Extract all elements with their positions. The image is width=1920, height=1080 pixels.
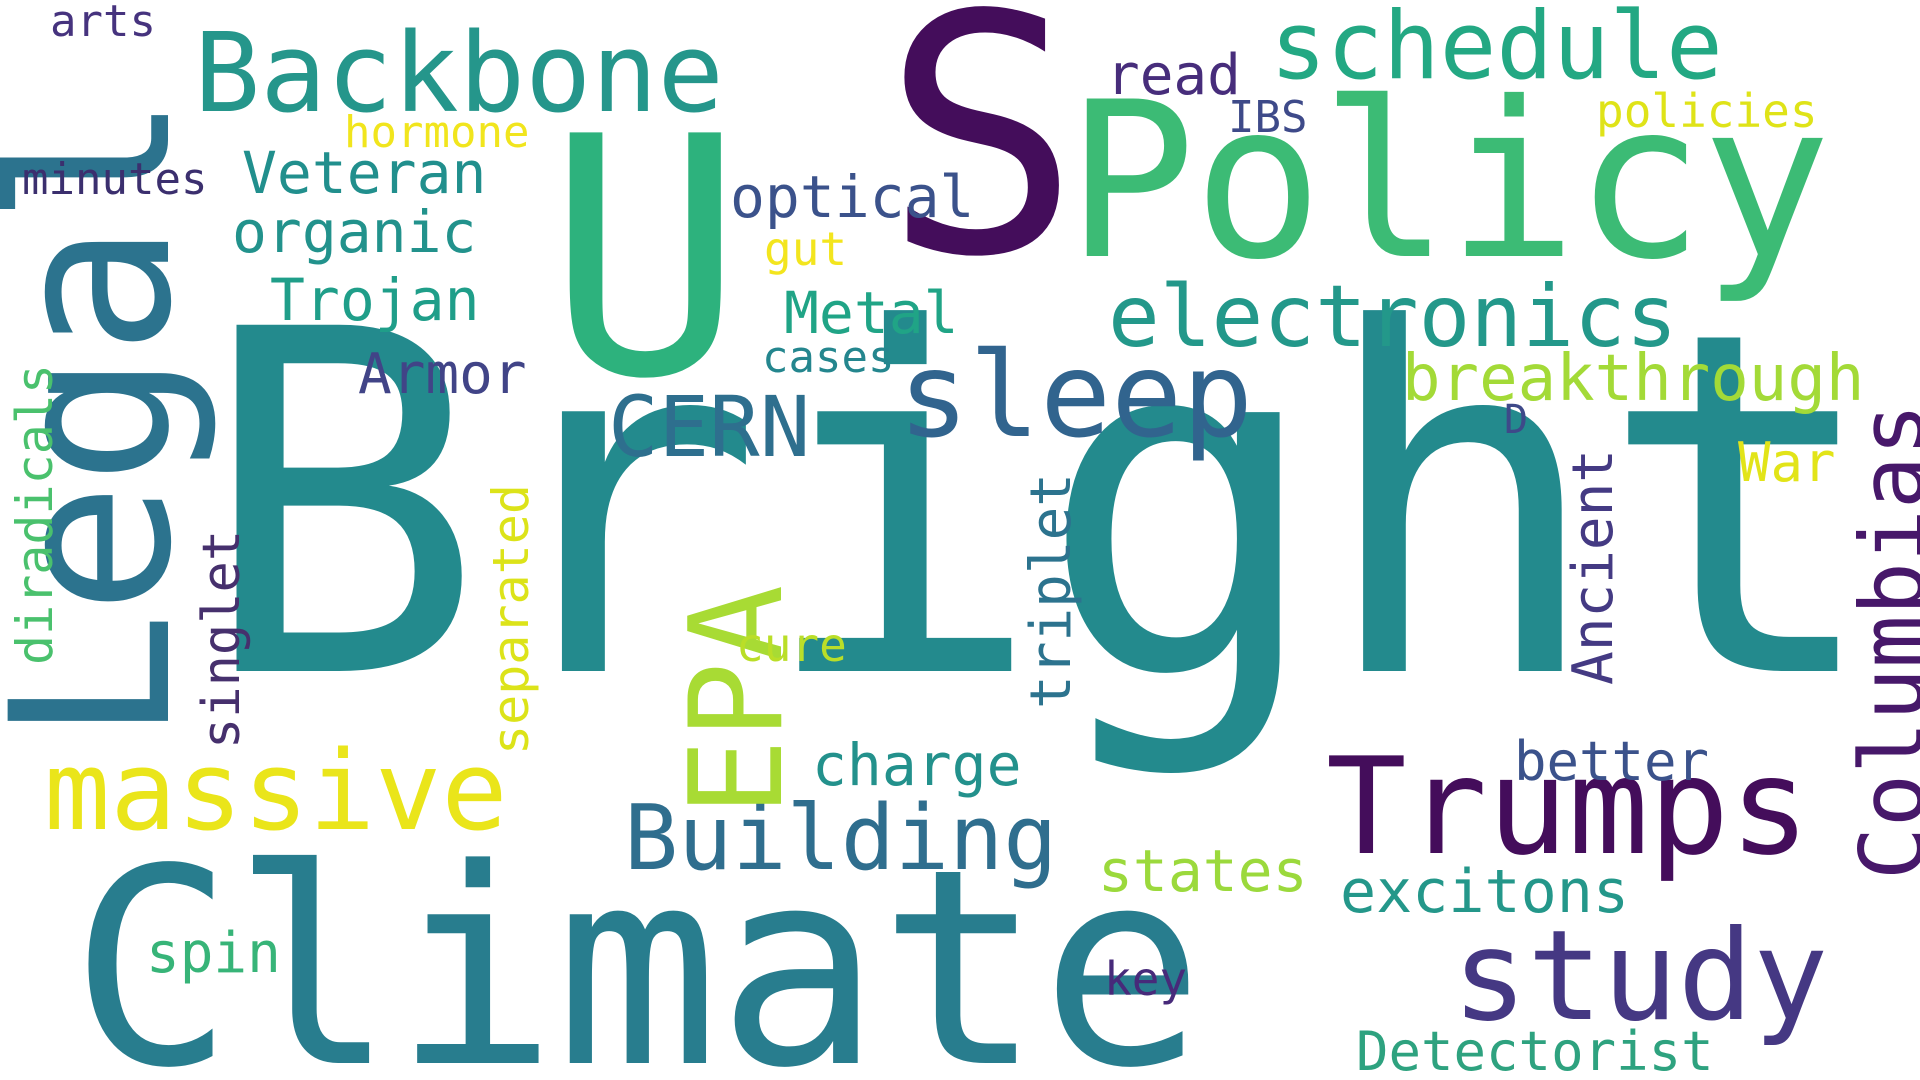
word-u: U — [546, 67, 745, 451]
word-gut: gut — [764, 222, 848, 276]
word-bright: Bright — [198, 231, 1884, 784]
word-backbone: Backbone — [194, 9, 724, 137]
word-arts: arts — [50, 0, 156, 47]
word-massive: massive — [44, 727, 508, 855]
word-study: study — [1452, 904, 1829, 1049]
word-singlet: singlet — [192, 529, 252, 749]
word-minutes: minutes — [22, 154, 208, 205]
word-climate: Climate — [70, 812, 1204, 1080]
word-triplet: triplet — [1019, 472, 1084, 709]
word-breakthrough: breakthrough — [1402, 342, 1865, 416]
word-hormone: hormone — [344, 107, 530, 158]
word-trojan: Trojan — [270, 266, 480, 334]
word-excitons: excitons — [1340, 857, 1629, 927]
word-electronics: electronics — [1108, 267, 1678, 367]
word-spin: spin — [146, 921, 281, 986]
word-schedule: schedule — [1270, 0, 1723, 101]
word-war: War — [1738, 431, 1836, 494]
word-diradicals: diradicals — [6, 363, 64, 665]
word-ancient: Ancient — [1561, 448, 1626, 685]
word-policies: policies — [1596, 84, 1818, 138]
word-building: Building — [624, 786, 1058, 891]
word-sleep: sleep — [898, 326, 1254, 464]
word-veteran: Veteran — [242, 139, 487, 207]
word-detectorist: Detectorist — [1356, 1020, 1714, 1080]
word-policy: Policy — [1066, 56, 1831, 307]
word-trumps: Trumps — [1326, 729, 1811, 885]
word-better: better — [1514, 730, 1710, 793]
word-states: states — [1098, 837, 1308, 905]
word-charge: charge — [812, 731, 1022, 799]
word-d: D — [1504, 397, 1529, 443]
word-cure: cure — [736, 618, 847, 672]
word-optical: optical — [730, 163, 975, 231]
word-s: S — [882, 0, 1081, 329]
word-columbias: Columbias — [1841, 403, 1920, 880]
word-cases: cases — [762, 332, 895, 383]
word-key: key — [1104, 952, 1188, 1006]
word-armor: Armor — [358, 342, 527, 407]
word-metal: Metal — [784, 279, 959, 347]
word-read: read — [1106, 43, 1241, 108]
word-separated: separated — [482, 484, 540, 755]
word-cern: CERN — [608, 378, 811, 476]
word-ibs: IBS — [1228, 92, 1308, 143]
word-organic: organic — [232, 198, 477, 266]
